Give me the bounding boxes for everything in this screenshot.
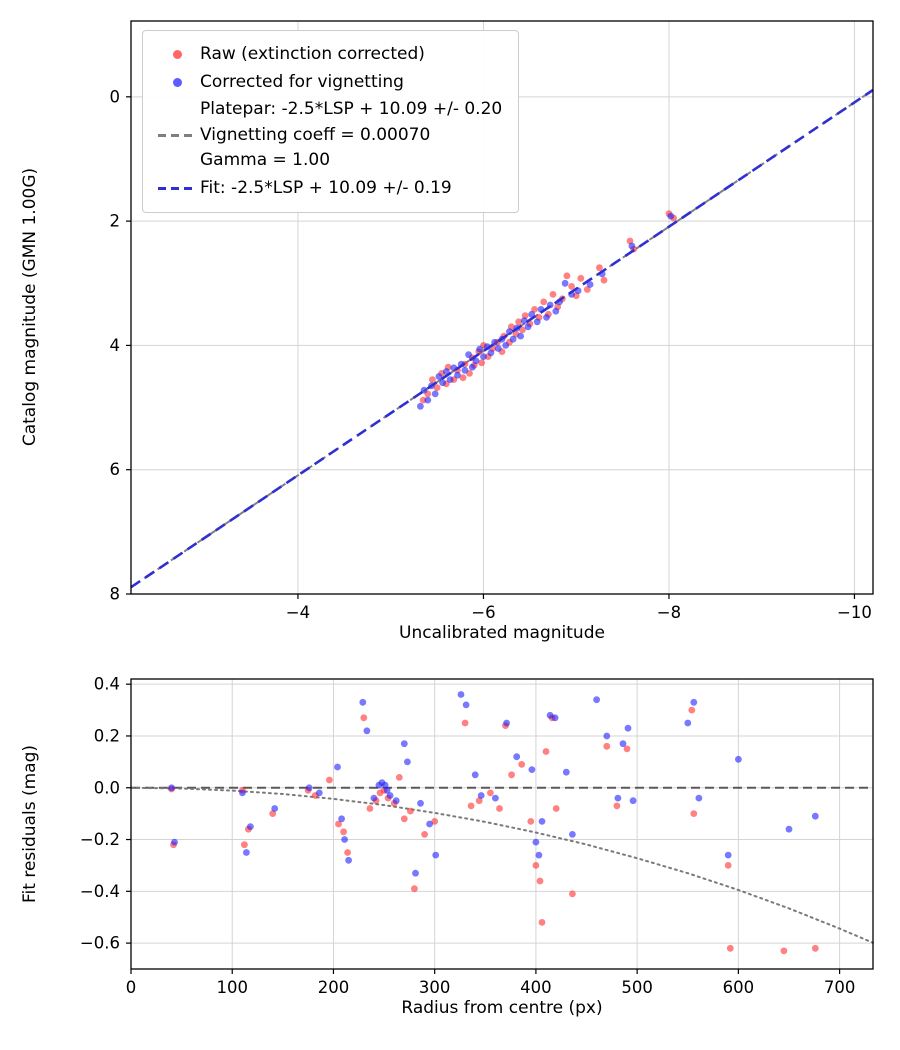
chart-1-back-lines <box>130 786 874 944</box>
chart-1-spines <box>130 678 874 970</box>
chart-1-ticks: 0 100 200 300 400 500 600 700 0.4 0.2 0.0 −0.2 −0.4 −… <box>80 675 855 997</box>
chart-1-grid <box>130 679 873 969</box>
top-x-axis-label: Uncalibrated magnitude <box>399 623 605 643</box>
svg-text:500: 500 <box>621 978 653 997</box>
svg-text:2: 2 <box>110 212 121 231</box>
chart-0-series-0 <box>419 210 677 404</box>
svg-text:200: 200 <box>318 978 350 997</box>
raw-scatter-marker-icon <box>154 50 200 60</box>
svg-text:0: 0 <box>110 87 121 106</box>
chart-1-series-0 <box>168 706 819 955</box>
svg-text:−0.2: −0.2 <box>80 830 120 849</box>
top-y-axis-label: Catalog magnitude (GMN 1.00G) <box>20 167 40 447</box>
legend-platepar-line3: Gamma = 1.00 <box>200 150 331 170</box>
legend-label-vignetting: Corrected for vignetting <box>200 71 404 92</box>
chart-0-spines <box>130 20 874 595</box>
platepar-dashed-line-icon <box>154 133 200 137</box>
svg-text:400: 400 <box>520 978 552 997</box>
svg-text:−8: −8 <box>657 603 681 622</box>
legend-entry-platepar: Platepar: -2.5*LSP + 10.09 +/- 0.20 Vign… <box>154 97 502 174</box>
legend-entry-raw: Raw (extinction corrected) <box>154 42 502 68</box>
legend-platepar-line1: Platepar: -2.5*LSP + 10.09 +/- 0.20 <box>200 99 503 119</box>
svg-text:0.2: 0.2 <box>94 726 120 745</box>
svg-text:100: 100 <box>216 978 248 997</box>
legend-entry-fit: Fit: -2.5*LSP + 10.09 +/- 0.19 <box>154 176 502 202</box>
svg-text:−10: −10 <box>837 603 872 622</box>
legend-platepar-line2: Vignetting coeff = 0.00070 <box>200 124 431 145</box>
fit-dashed-line-icon <box>154 186 200 190</box>
svg-text:−6: −6 <box>471 603 495 622</box>
chart-0-back-lines <box>130 89 874 589</box>
vignetting-scatter-marker-icon <box>154 77 200 87</box>
svg-text:300: 300 <box>419 978 451 997</box>
svg-text:0: 0 <box>126 978 137 997</box>
legend-label-fit: Fit: -2.5*LSP + 10.09 +/- 0.19 <box>200 177 452 198</box>
bottom-y-axis-label: Fit residuals (mag) <box>20 745 40 903</box>
legend: Raw (extinction corrected) Corrected for… <box>142 30 520 213</box>
svg-text:600: 600 <box>723 978 755 997</box>
svg-text:8: 8 <box>110 585 121 604</box>
svg-text:−4: −4 <box>286 603 310 622</box>
svg-text:4: 4 <box>110 336 121 355</box>
svg-text:−0.6: −0.6 <box>80 934 120 953</box>
legend-label-platepar: Platepar: -2.5*LSP + 10.09 +/- 0.20 Vign… <box>200 97 502 174</box>
svg-text:700: 700 <box>824 978 856 997</box>
chart-0-ticks: −4 −6 −8 −10 0 2 4 6 8 <box>110 87 872 622</box>
bottom-x-axis-label: Radius from centre (px) <box>401 998 603 1018</box>
svg-text:−0.4: −0.4 <box>80 882 120 901</box>
legend-entry-vignetting: Corrected for vignetting <box>154 70 502 96</box>
legend-label-raw: Raw (extinction corrected) <box>200 44 425 64</box>
chart-1-series-1 <box>168 691 819 877</box>
chart-0-front-lines <box>130 88 874 589</box>
svg-text:0.4: 0.4 <box>94 675 120 694</box>
svg-text:6: 6 <box>110 460 121 479</box>
svg-text:0.0: 0.0 <box>94 778 120 797</box>
